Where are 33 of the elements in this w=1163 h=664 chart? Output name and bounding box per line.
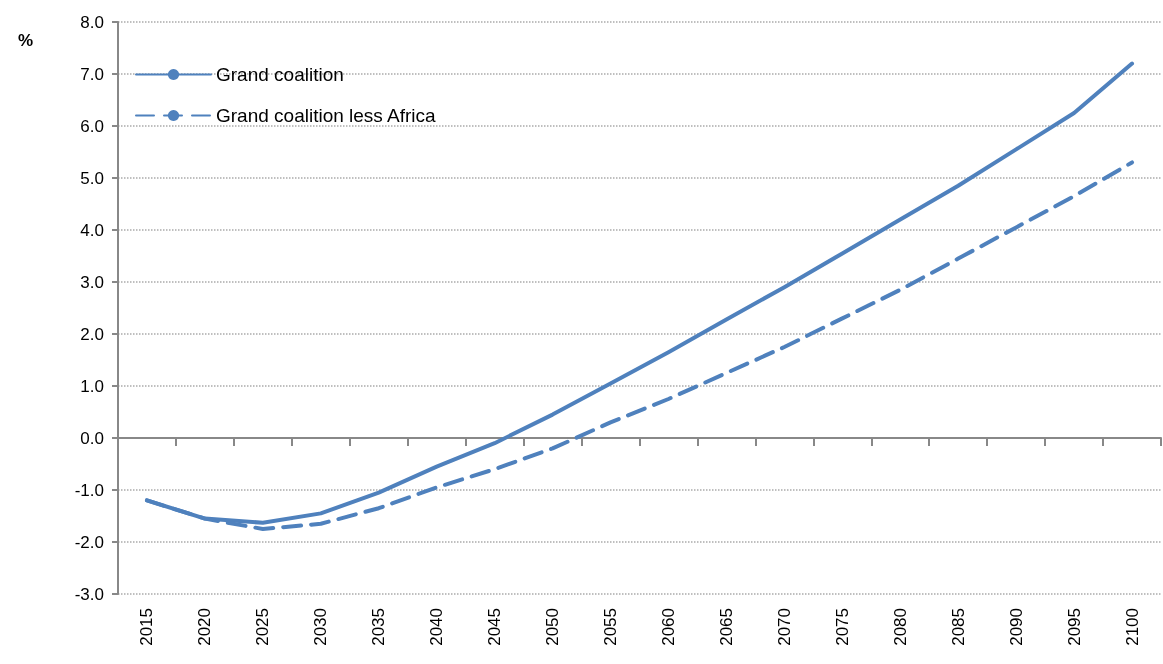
y-tick-label: -2.0 [74, 532, 104, 552]
x-tick-label: 2100 [1122, 608, 1142, 646]
y-tick-label: 3.0 [80, 272, 104, 292]
x-tick-label: 2015 [137, 608, 157, 646]
x-tick-label: 2025 [253, 608, 273, 646]
legend-label: Grand coalition less Africa [216, 105, 437, 126]
y-tick-label: 2.0 [80, 324, 104, 344]
x-tick-label: 2040 [427, 608, 447, 646]
x-tick-label: 2035 [369, 608, 389, 646]
x-tick-label: 2075 [832, 608, 852, 646]
y-tick-label: 7.0 [80, 64, 104, 84]
y-tick-label: 0.0 [80, 428, 104, 448]
y-tick-label: 1.0 [80, 376, 104, 396]
x-tick-label: 2065 [716, 608, 736, 646]
x-tick-label: 2095 [1064, 608, 1084, 646]
x-tick-label: 2090 [1006, 608, 1026, 646]
y-tick-label: 4.0 [80, 220, 104, 240]
x-tick-label: 2080 [890, 608, 910, 646]
y-tick-label: 8.0 [80, 12, 104, 32]
x-tick-label: 2085 [948, 608, 968, 646]
y-axis-title: % [17, 31, 33, 50]
x-tick-label: 2020 [195, 608, 215, 646]
x-tick-label: 2060 [658, 608, 678, 646]
y-tick-label: -3.0 [74, 584, 104, 604]
x-tick-label: 2055 [601, 608, 621, 646]
y-tick-label: -1.0 [74, 480, 104, 500]
x-tick-label: 2050 [543, 608, 563, 646]
legend-label: Grand coalition [216, 64, 344, 85]
x-tick-label: 2070 [774, 608, 794, 646]
y-tick-label: 5.0 [80, 168, 104, 188]
y-tick-label: 6.0 [80, 116, 104, 136]
x-tick-label: 2045 [485, 608, 505, 646]
x-tick-label: 2030 [311, 608, 331, 646]
